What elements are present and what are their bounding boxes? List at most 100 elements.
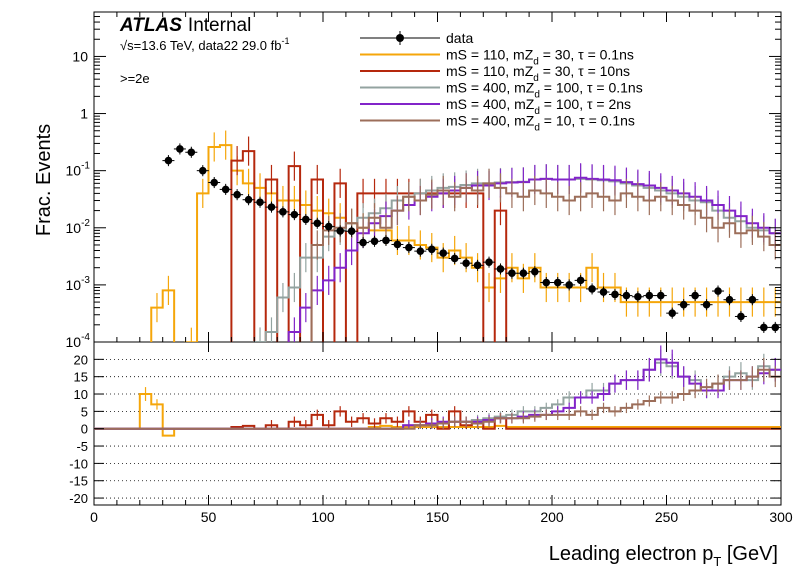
legend-label-main-4: mS = 400, mZ [446, 96, 535, 112]
top-y-tick-label-4: 1 [80, 106, 88, 122]
axes: 0 50 100 150 200 250 30010-410-310-210-1110-20… [66, 11, 793, 525]
data-point-24 [427, 245, 436, 254]
legend-label-sub-1: d [533, 57, 539, 68]
bot-y-tick-label-3: -5 [76, 439, 88, 454]
data-point-28 [473, 261, 482, 270]
data-point-19 [370, 237, 379, 246]
selection-label: >=2e [120, 71, 150, 86]
data-point-32 [519, 269, 528, 278]
data-point-37 [576, 276, 585, 285]
top-y-tick-label-2: 10-2 [66, 218, 91, 236]
lumi-superscript: -1 [281, 36, 289, 46]
legend-label-sub-3: d [534, 90, 540, 101]
x-tick-label-3: 150 [426, 509, 450, 525]
data-point-51 [737, 312, 745, 321]
x-tick-label-2: 100 [311, 509, 335, 525]
data-point-43 [645, 291, 654, 300]
legend-label-5: mS = 400, mZd = 10, τ = 0.1ns [446, 113, 635, 134]
data-point-18 [359, 238, 367, 247]
top-y-tick-base-0: 10 [66, 334, 82, 350]
data-point-52 [748, 295, 757, 304]
bot-y-tick-label-4: 0 [81, 422, 88, 437]
legend-label-main-2: mS = 110, mZ [446, 63, 534, 79]
data-point-26 [450, 254, 459, 263]
ratio-histograms [94, 345, 781, 437]
data-point-46 [679, 300, 688, 309]
top-y-tick-base-3: 10 [66, 163, 82, 179]
data-point-27 [462, 259, 470, 267]
legend-label-rest-3: = 100, τ = 0.1ns [540, 80, 643, 96]
x-tick-label-1: 50 [201, 509, 217, 525]
top-y-tick-exp-3: -1 [81, 161, 90, 172]
data-point-25 [439, 249, 448, 257]
x-axis-label: Leading electron pT [GeV] [549, 543, 778, 569]
top-y-tick-label-1: 10-3 [66, 275, 91, 293]
legend-label-sub-4: d [534, 106, 540, 117]
data-point-20 [382, 236, 390, 245]
bot-y-tick-label-5: 5 [81, 404, 88, 419]
x-tick-label-4: 200 [540, 509, 564, 525]
data-point-3 [187, 148, 196, 157]
data-point-45 [668, 309, 677, 317]
energy-lumi-label: √s=13.6 TeV, data22 29.0 fb-1 [120, 36, 289, 53]
x-tick-label-0: 0 [90, 509, 98, 525]
legend-label-rest-4: = 100, τ = 2ns [540, 96, 631, 112]
data-point-21 [393, 240, 402, 249]
data-point-31 [508, 269, 516, 278]
legend-label-sub-2: d [533, 73, 539, 84]
data-point-50 [725, 295, 734, 304]
data-point-8 [244, 195, 253, 204]
y-axis-label: Frac. Events [33, 124, 55, 236]
x-axis-label-unit: [GeV] [721, 543, 778, 565]
top-y-tick-exp-0: -4 [81, 332, 90, 343]
data-point-33 [531, 267, 539, 276]
ratio-series-1-step [94, 410, 781, 430]
x-axis-label-sub: T [713, 554, 721, 569]
data-point-14 [313, 219, 322, 228]
top-y-tick-base-2: 10 [66, 220, 82, 236]
legend-label-rest-5: = 10, τ = 0.1ns [540, 113, 635, 129]
data-point-42 [634, 292, 642, 301]
data-point-54 [771, 323, 780, 332]
data-point-10 [267, 203, 276, 211]
data-point-35 [553, 278, 562, 287]
data-point-38 [588, 285, 596, 293]
legend-label-rest-1: = 30, τ = 0.1ns [539, 47, 634, 63]
top-histograms [150, 130, 781, 342]
x-tick-label-5: 250 [655, 509, 679, 525]
data-point-7 [233, 190, 241, 199]
data-point-23 [416, 247, 425, 255]
legend-label-2: mS = 110, mZd = 30, τ = 10ns [446, 63, 630, 84]
data-point-16 [336, 227, 344, 235]
data-point-9 [256, 198, 264, 207]
data-point-13 [302, 215, 310, 224]
data-point-41 [622, 291, 631, 300]
data-point-48 [702, 300, 711, 309]
data-point-17 [347, 227, 356, 236]
top-y-tick-label-3: 10-1 [66, 161, 91, 179]
data-point-12 [290, 210, 299, 219]
top-y-tick-exp-2: -2 [81, 218, 90, 229]
data-point-15 [324, 222, 333, 231]
data-point-53 [760, 323, 768, 332]
experiment-label: ATLAS Internal [119, 15, 251, 36]
x-axis-label-main: Leading electron p [549, 543, 714, 565]
data-point-34 [542, 278, 551, 287]
legend-label-main-3: mS = 400, mZ [446, 80, 535, 96]
data-point-49 [714, 287, 722, 295]
legend-label-sub-5: d [534, 123, 540, 134]
top-y-tick-exp-1: -3 [81, 275, 90, 286]
data-points [162, 143, 782, 333]
bot-y-tick-label-6: 10 [74, 387, 88, 402]
bot-y-tick-label-8: 20 [74, 352, 88, 367]
data-point-39 [599, 288, 608, 296]
legend-label-1: mS = 110, mZd = 30, τ = 0.1ns [446, 47, 634, 68]
x-tick-label-6: 300 [769, 509, 793, 525]
energy-text: √s=13.6 TeV, data22 29.0 fb [120, 38, 281, 53]
legend-label-3: mS = 400, mZd = 100, τ = 0.1ns [446, 80, 643, 101]
atlas-text: ATLAS [119, 15, 182, 36]
data-point-36 [565, 281, 573, 289]
legend-data-marker [396, 34, 404, 42]
